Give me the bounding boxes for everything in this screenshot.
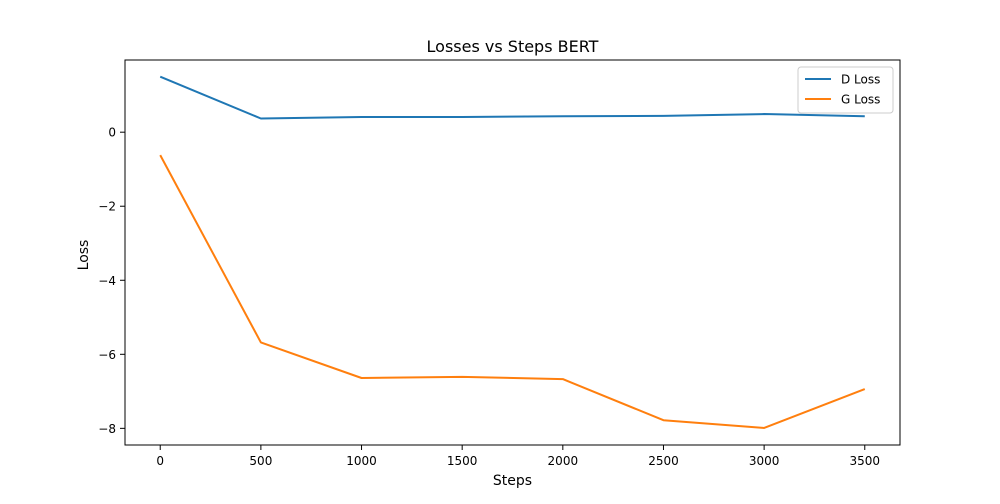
x-tick-label: 1000 [346,454,377,468]
x-tick-label: 3500 [849,454,880,468]
plot-frame [124,59,901,446]
chart-title: Losses vs Steps BERT [427,37,599,56]
y-tick-label: −6 [98,348,116,362]
legend-label: D Loss [841,73,880,87]
x-tick-label: 2500 [648,454,679,468]
x-tick-label: 500 [249,454,272,468]
plot-area: 0 500 1000 1500 2000 2500 3000 3500 0 −2 −4 −6 −8 [98,59,901,468]
legend: D Loss G Loss [797,66,894,114]
x-tick-label: 3000 [749,454,780,468]
y-tick-label: −8 [98,422,116,436]
series-line-g-loss [159,154,866,429]
y-tick-label: −2 [98,200,116,214]
legend-label: G Loss [841,93,880,107]
y-tick-label: −4 [98,274,116,288]
y-axis-label: Loss [76,240,92,271]
y-tick-label: 0 [108,126,116,140]
x-tick-label: 0 [156,454,164,468]
x-tick-label: 1500 [447,454,478,468]
series-line-d-loss [159,75,865,120]
x-axis-label: Steps [493,473,532,489]
x-tick-label: 2000 [548,454,579,468]
